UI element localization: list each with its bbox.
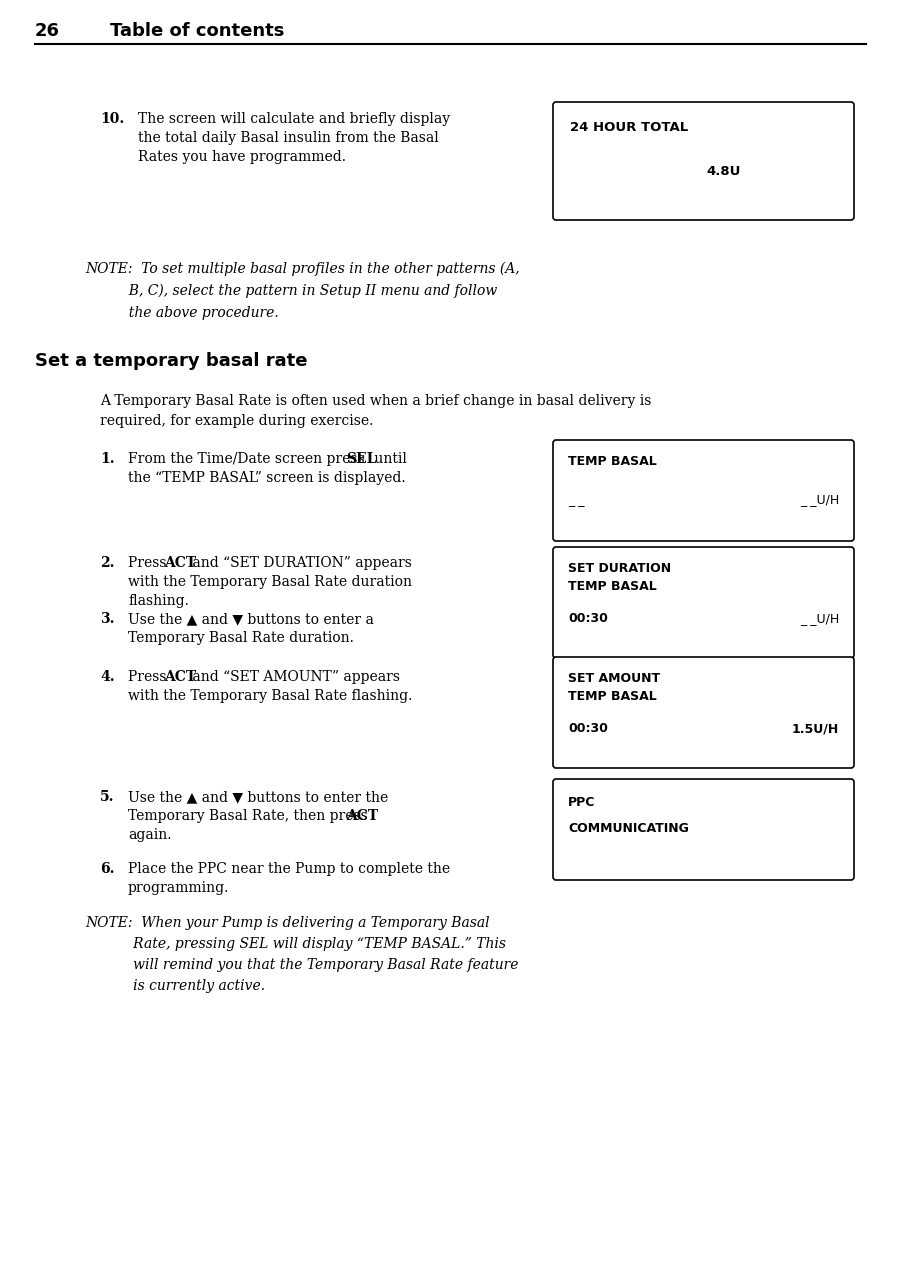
Text: 00:30: 00:30 xyxy=(568,612,608,625)
Text: 10.: 10. xyxy=(100,112,124,126)
Text: Rate, pressing SEL will display “TEMP BASAL.” This: Rate, pressing SEL will display “TEMP BA… xyxy=(85,937,506,951)
FancyBboxPatch shape xyxy=(553,440,854,541)
Text: Table of contents: Table of contents xyxy=(110,22,285,40)
Text: will remind you that the Temporary Basal Rate feature: will remind you that the Temporary Basal… xyxy=(85,958,518,972)
Text: 1.5U/H: 1.5U/H xyxy=(792,722,839,735)
Text: ACT: ACT xyxy=(164,556,196,570)
Text: Place the PPC near the Pump to complete the: Place the PPC near the Pump to complete … xyxy=(128,863,450,877)
Text: B, C), select the pattern in Setup II menu and follow: B, C), select the pattern in Setup II me… xyxy=(85,285,497,299)
FancyBboxPatch shape xyxy=(553,657,854,768)
Text: A Temporary Basal Rate is often used when a brief change in basal delivery is: A Temporary Basal Rate is often used whe… xyxy=(100,394,651,408)
Text: PPC: PPC xyxy=(568,796,596,809)
Text: Press: Press xyxy=(128,670,171,684)
Text: TEMP BASAL: TEMP BASAL xyxy=(568,581,657,593)
Text: 4.: 4. xyxy=(100,670,114,684)
Text: 6.: 6. xyxy=(100,863,114,877)
Text: the above procedure.: the above procedure. xyxy=(85,306,278,320)
Text: the “TEMP BASAL” screen is displayed.: the “TEMP BASAL” screen is displayed. xyxy=(128,471,405,485)
Text: until: until xyxy=(370,452,407,466)
Text: and “SET AMOUNT” appears: and “SET AMOUNT” appears xyxy=(188,670,400,684)
Text: 26: 26 xyxy=(35,22,60,40)
Text: 24 HOUR TOTAL: 24 HOUR TOTAL xyxy=(570,121,688,134)
FancyBboxPatch shape xyxy=(553,780,854,880)
Text: SEL: SEL xyxy=(346,452,377,466)
Text: SET DURATION: SET DURATION xyxy=(568,561,671,575)
Text: programming.: programming. xyxy=(128,880,230,894)
Text: _ _U/H: _ _U/H xyxy=(800,493,839,507)
FancyBboxPatch shape xyxy=(553,547,854,658)
Text: Press: Press xyxy=(128,556,171,570)
Text: Use the ▲ and ▼ buttons to enter the: Use the ▲ and ▼ buttons to enter the xyxy=(128,790,388,804)
Text: with the Temporary Basal Rate flashing.: with the Temporary Basal Rate flashing. xyxy=(128,689,413,703)
Text: From the Time/Date screen press: From the Time/Date screen press xyxy=(128,452,369,466)
Text: Use the ▲ and ▼ buttons to enter a: Use the ▲ and ▼ buttons to enter a xyxy=(128,612,374,627)
Text: The screen will calculate and briefly display: The screen will calculate and briefly di… xyxy=(138,112,450,126)
Text: flashing.: flashing. xyxy=(128,595,189,607)
Text: NOTE:  When your Pump is delivering a Temporary Basal: NOTE: When your Pump is delivering a Tem… xyxy=(85,916,489,930)
Text: the total daily Basal insulin from the Basal: the total daily Basal insulin from the B… xyxy=(138,131,439,145)
Text: ACT: ACT xyxy=(346,809,378,823)
Text: 1.: 1. xyxy=(100,452,114,466)
Text: Temporary Basal Rate duration.: Temporary Basal Rate duration. xyxy=(128,632,354,644)
Text: COMMUNICATING: COMMUNICATING xyxy=(568,822,689,835)
Text: ACT: ACT xyxy=(164,670,196,684)
Text: Temporary Basal Rate, then press: Temporary Basal Rate, then press xyxy=(128,809,372,823)
Text: 4.8U: 4.8U xyxy=(706,165,741,177)
Text: Set a temporary basal rate: Set a temporary basal rate xyxy=(35,352,307,370)
Text: _ _: _ _ xyxy=(568,493,585,507)
Text: TEMP BASAL: TEMP BASAL xyxy=(568,456,657,468)
Text: NOTE:  To set multiple basal profiles in the other patterns (A,: NOTE: To set multiple basal profiles in … xyxy=(85,262,520,277)
Text: 2.: 2. xyxy=(100,556,114,570)
Text: again.: again. xyxy=(128,828,171,842)
FancyBboxPatch shape xyxy=(553,102,854,219)
Text: is currently active.: is currently active. xyxy=(85,979,265,993)
Text: TEMP BASAL: TEMP BASAL xyxy=(568,690,657,703)
Text: _ _U/H: _ _U/H xyxy=(800,612,839,625)
Text: with the Temporary Basal Rate duration: with the Temporary Basal Rate duration xyxy=(128,575,412,590)
Text: Rates you have programmed.: Rates you have programmed. xyxy=(138,151,346,165)
Text: 3.: 3. xyxy=(100,612,114,627)
Text: SET AMOUNT: SET AMOUNT xyxy=(568,672,660,685)
Text: 00:30: 00:30 xyxy=(568,722,608,735)
Text: required, for example during exercise.: required, for example during exercise. xyxy=(100,413,373,427)
Text: 5.: 5. xyxy=(100,790,114,804)
Text: and “SET DURATION” appears: and “SET DURATION” appears xyxy=(188,556,412,570)
